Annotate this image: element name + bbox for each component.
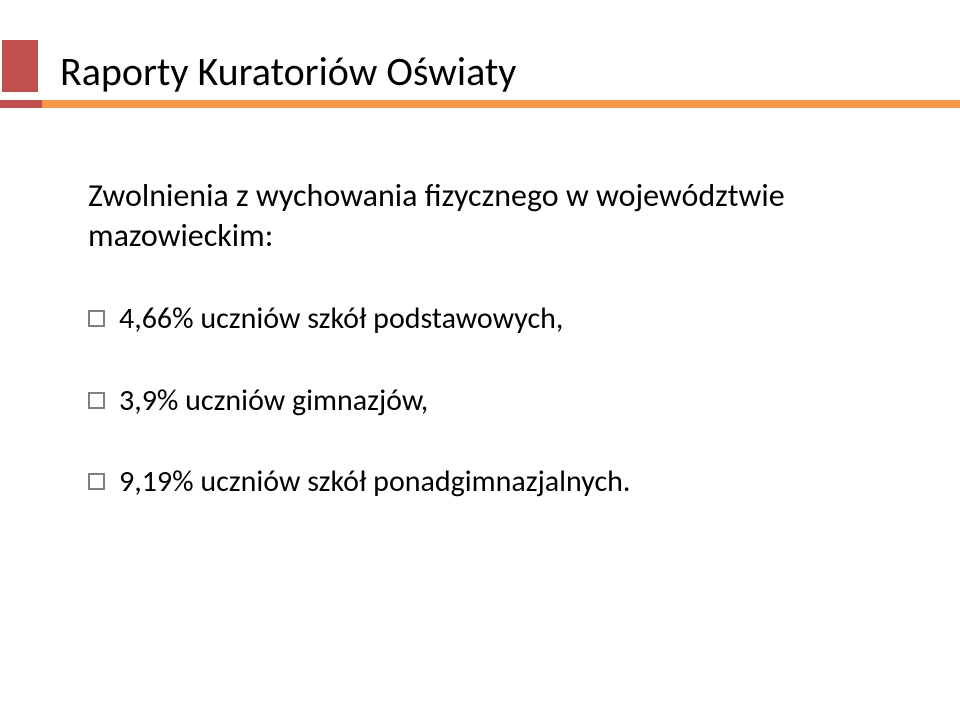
list-item: 3,9% uczniów gimnazjów, bbox=[88, 382, 890, 420]
list-item-text: 3,9% uczniów gimnazjów, bbox=[119, 382, 428, 420]
bullet-square-icon bbox=[88, 310, 105, 327]
bullet-square-icon bbox=[88, 392, 105, 409]
slide-title: Raporty Kuratoriów Oświaty bbox=[60, 50, 516, 94]
lead-text: Zwolnienia z wychowania fizycznego w woj… bbox=[88, 176, 890, 256]
divider-main bbox=[42, 100, 960, 108]
title-block-icon bbox=[0, 38, 40, 94]
title-row: Raporty Kuratoriów Oświaty bbox=[0, 38, 516, 94]
list-item: 9,19% uczniów szkół ponadgimnazjalnych. bbox=[88, 463, 890, 501]
body: Zwolnienia z wychowania fizycznego w woj… bbox=[88, 176, 890, 545]
list-item-text: 4,66% uczniów szkół podstawowych, bbox=[119, 300, 563, 338]
list-item: 4,66% uczniów szkół podstawowych, bbox=[88, 300, 890, 338]
bullet-list: 4,66% uczniów szkół podstawowych, 3,9% u… bbox=[88, 300, 890, 501]
list-item-text: 9,19% uczniów szkół ponadgimnazjalnych. bbox=[119, 463, 630, 501]
bullet-square-icon bbox=[88, 473, 105, 490]
divider-accent bbox=[0, 100, 42, 108]
divider bbox=[0, 100, 960, 108]
slide: Raporty Kuratoriów Oświaty Zwolnienia z … bbox=[0, 0, 960, 720]
